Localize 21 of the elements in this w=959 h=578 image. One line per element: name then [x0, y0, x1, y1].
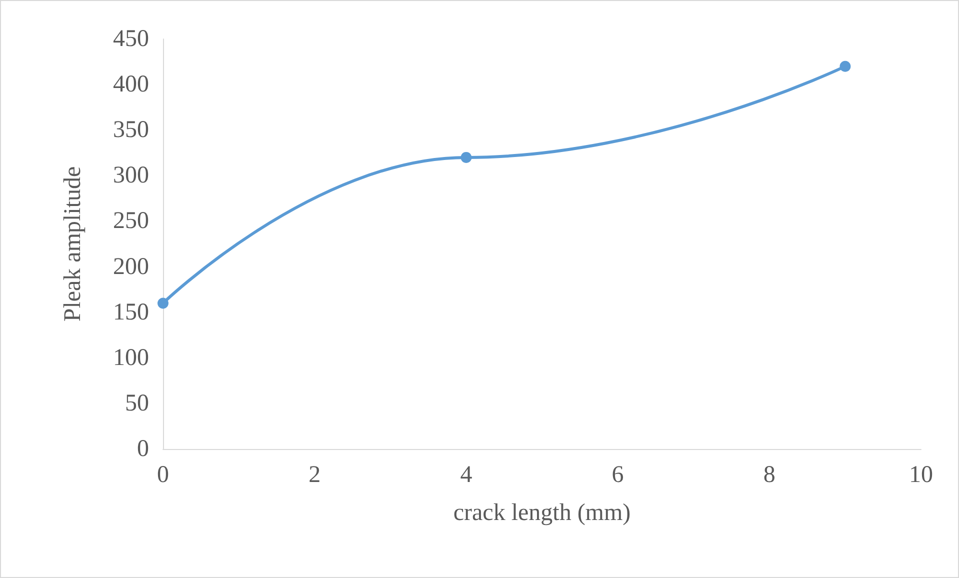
y-tick-label: 300 [113, 162, 149, 189]
x-tick-label: 4 [460, 462, 472, 488]
y-axis-title: Pleak amplitude [60, 166, 86, 322]
y-tick-label: 50 [125, 390, 149, 416]
point [840, 60, 851, 72]
y-tick-label: 400 [113, 72, 149, 98]
y-tick-label: 150 [113, 299, 149, 326]
y-tick-label: 250 [113, 208, 149, 234]
y-tick-label: 200 [113, 254, 149, 280]
x-tick-label: 0 [157, 462, 169, 488]
y-tick-label: 100 [113, 344, 149, 371]
x-tick-label: 6 [612, 462, 624, 488]
y-tick-label: 350 [113, 117, 149, 144]
y-tick-label: 450 [113, 26, 149, 52]
x-axis-title: crack length (mm) [453, 500, 631, 526]
x-tick-label: 2 [308, 462, 321, 488]
point [460, 152, 472, 163]
point [158, 298, 168, 309]
y-tick-label: 0 [137, 436, 149, 462]
x-tick-label: 8 [763, 462, 776, 488]
x-tick-label: 10 [909, 462, 933, 488]
